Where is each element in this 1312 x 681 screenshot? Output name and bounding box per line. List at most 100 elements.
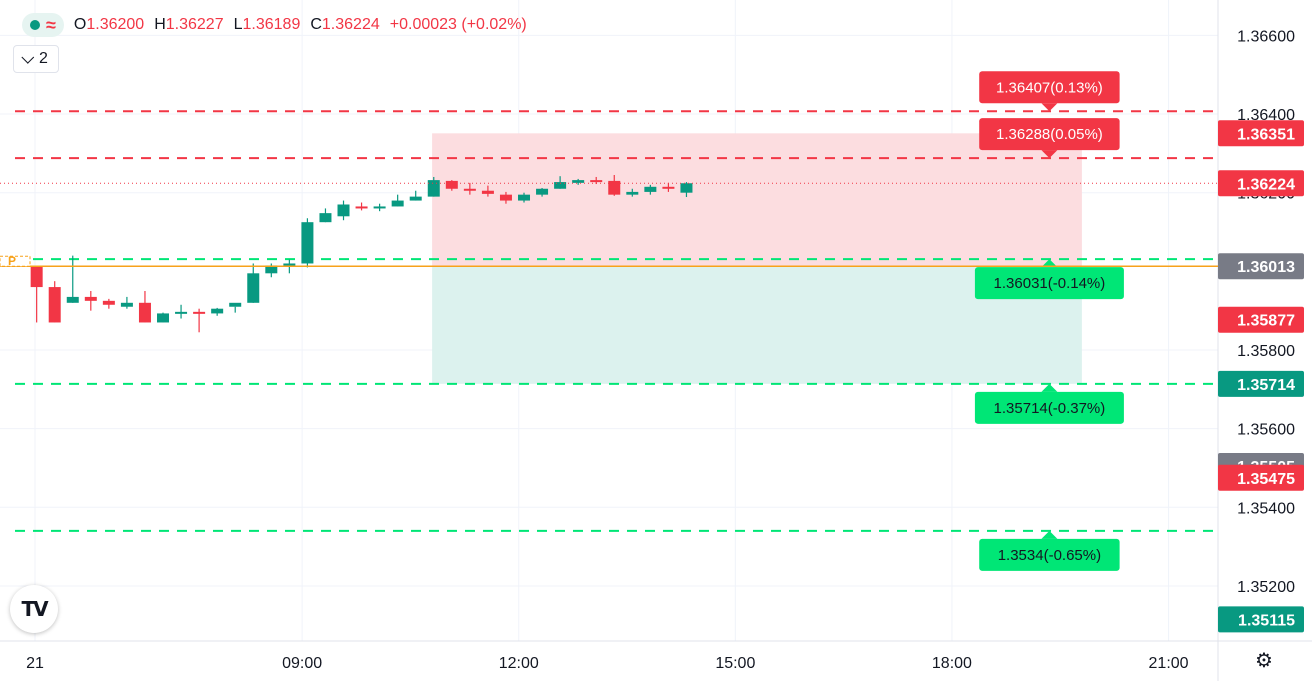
indicator-count: 2 bbox=[39, 50, 48, 67]
candle-body bbox=[391, 200, 404, 207]
candle-body bbox=[301, 222, 314, 264]
price-tag-box bbox=[1218, 370, 1304, 397]
candle-body bbox=[518, 194, 531, 201]
candle-body bbox=[554, 182, 567, 189]
candle-body bbox=[590, 180, 603, 183]
y-tick-label: 1.36400 bbox=[1237, 107, 1295, 124]
candle-body bbox=[211, 308, 224, 314]
candle-body bbox=[319, 213, 332, 223]
x-tick-label: 18:00 bbox=[932, 655, 972, 672]
candle-body bbox=[536, 188, 549, 195]
candle-body bbox=[572, 180, 585, 183]
candle-body bbox=[626, 191, 639, 195]
time-axis[interactable]: 21 09:00 12:00 15:00 18:00 21:00 bbox=[26, 655, 1189, 672]
candle-body bbox=[644, 186, 657, 192]
tradingview-logo[interactable]: TV bbox=[10, 585, 58, 633]
price-tag-box bbox=[1218, 606, 1304, 633]
level-label-box bbox=[979, 71, 1120, 104]
y-tick-label: 1.35200 bbox=[1237, 579, 1295, 596]
candle-body bbox=[157, 313, 170, 323]
candle-body bbox=[445, 180, 458, 189]
candle-body bbox=[481, 190, 494, 194]
candle-body bbox=[662, 186, 675, 189]
chevron-down-icon bbox=[21, 50, 35, 64]
candles bbox=[30, 174, 693, 333]
candle-body bbox=[283, 263, 296, 266]
ohlc-low: L1.36189 bbox=[233, 16, 301, 33]
price-tags: 1.363511.362241.360131.358771.357141.355… bbox=[1218, 120, 1304, 633]
ohlc-open: O1.36200 bbox=[73, 16, 145, 33]
candle-body bbox=[680, 183, 693, 193]
reward-zone bbox=[432, 266, 1082, 384]
candle-body bbox=[463, 188, 476, 191]
candle-body bbox=[265, 265, 278, 274]
price-tag-box bbox=[1218, 120, 1304, 147]
x-tick-label: 15:00 bbox=[715, 655, 755, 672]
level-label: 1.36031(-0.14%) bbox=[994, 275, 1106, 292]
price-tag-box bbox=[1218, 306, 1304, 333]
level-label-box bbox=[979, 538, 1120, 571]
y-tick-label: 1.35600 bbox=[1237, 422, 1295, 439]
candle-body bbox=[427, 180, 440, 197]
candle-body bbox=[409, 196, 422, 201]
price-tag: 1.36351 bbox=[1237, 126, 1295, 143]
level-label-box bbox=[974, 267, 1124, 300]
price-tag: 1.35475 bbox=[1237, 471, 1295, 488]
level-label-box bbox=[974, 391, 1124, 424]
overlay: P bbox=[0, 182, 1218, 268]
x-tick-label: 21:00 bbox=[1149, 655, 1189, 672]
level-label: 1.3534(-0.65%) bbox=[998, 547, 1101, 564]
level-lines[interactable]: 1.36407(0.13%) 1.36288(0.05%) 1.36031(-0.1… bbox=[15, 71, 1213, 571]
price-tag: 1.35714 bbox=[1237, 377, 1295, 394]
candle-body bbox=[48, 287, 61, 323]
price-tag: 1.35877 bbox=[1237, 313, 1295, 330]
ohlc-high: H1.36227 bbox=[154, 16, 224, 33]
level-pointer bbox=[1041, 150, 1058, 159]
price-tag: 1.35115 bbox=[1238, 612, 1295, 629]
y-tick-label: 1.35800 bbox=[1237, 343, 1295, 360]
x-tick-label: 12:00 bbox=[499, 655, 539, 672]
position-zones[interactable] bbox=[432, 133, 1082, 384]
level-pointer bbox=[1041, 530, 1058, 539]
status-dot-icon bbox=[30, 20, 40, 30]
wave-icon: ≈ bbox=[46, 15, 56, 35]
pivot-marker-box bbox=[0, 255, 31, 267]
price-tag-box bbox=[1218, 464, 1304, 491]
price-tag-box bbox=[1218, 170, 1304, 197]
y-tick-label: 1.35400 bbox=[1237, 500, 1295, 517]
candle-body bbox=[30, 266, 43, 288]
level-pointer bbox=[1041, 383, 1058, 392]
candle-body bbox=[337, 204, 350, 217]
candle-body bbox=[499, 194, 512, 201]
level-label: 1.36288(0.05%) bbox=[996, 126, 1103, 143]
level-pointer bbox=[1041, 259, 1058, 268]
price-tag: 1.36013 bbox=[1237, 259, 1295, 276]
ohlc-close: C1.36224 bbox=[310, 16, 380, 33]
x-tick-label: 09:00 bbox=[282, 655, 322, 672]
level-label-box bbox=[979, 118, 1120, 151]
ohlc-legend: ≈ O1.36200 H1.36227 L1.36189 C1.36224 +0… bbox=[22, 12, 527, 38]
candle-body bbox=[66, 296, 79, 303]
symbol-toggle[interactable]: ≈ bbox=[22, 13, 64, 37]
y-tick-label: 1.36600 bbox=[1237, 28, 1295, 45]
candle-body bbox=[84, 296, 97, 301]
price-tag: 1.36224 bbox=[1237, 176, 1295, 193]
candle-body bbox=[373, 206, 386, 209]
level-label: 1.36407(0.13%) bbox=[996, 79, 1103, 96]
candle-body bbox=[120, 302, 133, 307]
ohlc-change: +0.00023 (+0.02%) bbox=[389, 16, 527, 33]
x-tick-label: 21 bbox=[26, 655, 44, 672]
price-tag-box bbox=[1218, 253, 1304, 280]
level-pointer bbox=[1041, 103, 1058, 112]
candle-body bbox=[355, 206, 368, 209]
collapse-indicators-button[interactable]: 2 bbox=[13, 45, 59, 73]
level-label: 1.35714(-0.37%) bbox=[994, 400, 1106, 417]
candle-body bbox=[102, 300, 115, 305]
candle-body bbox=[193, 311, 206, 314]
price-axis[interactable]: 1.366001.364001.362001.358001.356001.354… bbox=[1237, 28, 1295, 596]
risk-zone bbox=[432, 133, 1082, 267]
gear-icon[interactable]: ⚙ bbox=[1255, 650, 1273, 672]
candle-body bbox=[138, 302, 151, 323]
